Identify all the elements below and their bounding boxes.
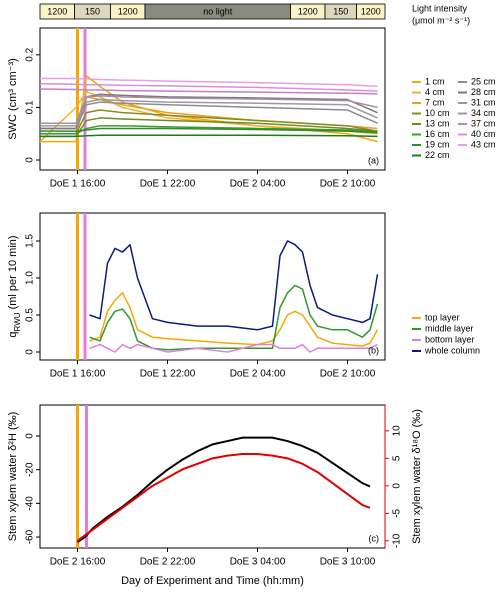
x-tick-label: DoE 2 16:00 [50,557,106,568]
legend-label: 43 cm [471,139,496,149]
series-line [40,98,378,127]
light-label: 1200 [47,6,67,16]
light-label: no light [203,6,233,16]
y2-axis-title: Stem xylem water δ¹⁸O (‰) [411,409,423,544]
light-segment [356,3,386,20]
y-tick-label: 0.1 [25,100,36,114]
series-line [40,109,378,135]
y-tick-label: 0 [25,349,36,355]
legend-label: 10 cm [425,108,450,118]
x-axis-title: Day of Experiment and Time (hh:mm) [121,575,304,587]
series-line [39,83,378,92]
light-label: 1200 [298,6,318,16]
x-tick-label: DoE 1 22:00 [140,369,196,380]
plot-frame [39,212,386,361]
series-line [40,95,378,124]
legend-label: 16 cm [425,129,450,139]
y-axis-title: Stem xylem water δ²H (‰) [7,412,19,542]
plot-frame [39,404,386,549]
legend-label: bottom layer [425,334,475,344]
x-tick-label: DoE 2 04:00 [230,179,286,190]
y2-tick-label: -5 [392,508,403,517]
light-title: Light intensity [412,3,468,13]
legend-label: 37 cm [471,118,496,128]
light-label: 150 [333,6,348,16]
legend-label: 13 cm [425,118,450,128]
x-tick-label: DoE 2 04:00 [230,369,286,380]
panel-label: (b) [368,345,379,355]
y2-tick-label: 10 [392,425,403,437]
y-axis-title-part: Stem xylem water δ²H (‰) [7,412,19,542]
legend-label: middle layer [425,323,474,333]
series-line [89,284,379,351]
x-tick-label: DoE 1 16:00 [50,369,106,380]
y-axis-title: SWC (cm³ cm⁻³) [7,58,19,140]
series-line [89,292,379,347]
plot-frame [39,27,386,171]
y2-tick-label: 5 [392,455,403,461]
series-line [40,125,378,135]
y-tick-label: 0.5 [25,308,36,322]
y-tick-label: 0.2 [25,47,36,61]
y-tick-label: -40 [25,496,36,511]
x-tick-label: DoE 2 10:00 [320,179,376,190]
series-line [40,134,378,138]
y-axis-title-part: (ml per 10 min) [7,235,19,312]
y-tick-label: -60 [25,529,36,544]
legend-label: whole column [424,345,480,355]
series-line [76,452,371,542]
x-tick-label: DoE 1 16:00 [50,179,106,190]
series-line [40,77,378,88]
panel-label: (a) [368,155,379,165]
y-axis-title: qRWU (ml per 10 min) [7,235,22,337]
series-line [40,127,378,134]
legend-label: 4 cm [425,87,445,97]
y-axis-title-part: SWC (cm³ cm⁻³) [7,58,19,140]
y-tick-label: 1.5 [25,234,36,248]
legend-label: 25 cm [471,76,496,86]
legend-label: 28 cm [471,87,496,97]
series-line [39,88,378,95]
legend-label: 19 cm [425,139,450,149]
light-units: (μmol m⁻² s⁻¹) [412,15,470,25]
legend-label: 22 cm [425,150,450,160]
legend-label: 31 cm [471,97,496,107]
light-label: 1200 [361,6,381,16]
legend-label: top layer [425,312,460,322]
x-tick-label: DoE 3 10:00 [320,557,376,568]
legend-label: 7 cm [425,97,445,107]
y-tick-label: 0 [25,433,36,439]
x-tick-label: DoE 2 22:00 [140,557,196,568]
x-tick-label: DoE 3 04:00 [230,557,286,568]
light-label: 1200 [118,6,138,16]
y2-tick-label: -10 [392,533,403,548]
series-line [40,101,378,130]
y-tick-label: -20 [25,462,36,477]
series-line [89,343,378,353]
x-tick-label: DoE 2 10:00 [320,369,376,380]
x-tick-label: DoE 1 22:00 [140,179,196,190]
legend-label: 1 cm [425,76,445,86]
light-label: 150 [85,6,100,16]
y-axis-title-part: RWU [13,312,22,331]
series-line [76,436,371,543]
panel-label: (c) [369,533,380,543]
series-line [89,240,379,331]
legend-label: 34 cm [471,108,496,118]
legend-label: 40 cm [471,129,496,139]
y2-tick-label: 0 [392,483,403,489]
y-tick-label: 0 [25,157,36,163]
y-axis-title-part: q [7,331,19,337]
y-tick-label: 1.0 [25,271,36,285]
